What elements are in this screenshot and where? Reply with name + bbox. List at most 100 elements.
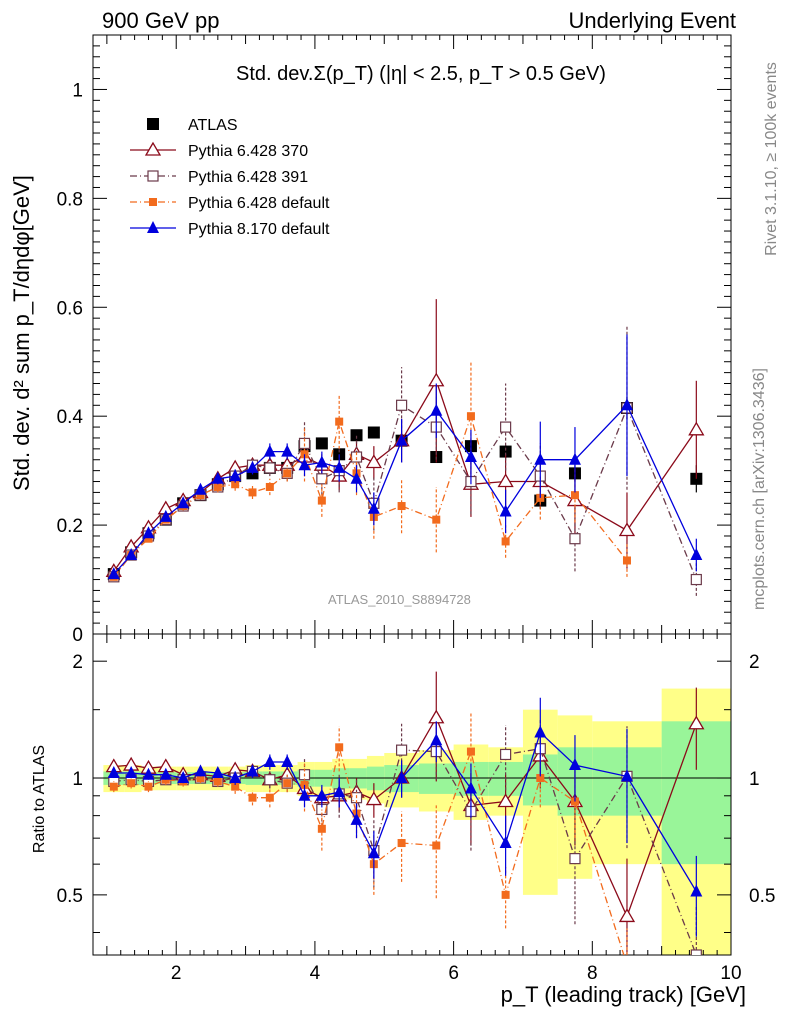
y-tick-label: 0.4 — [57, 407, 84, 428]
data-point-marker — [367, 501, 380, 514]
data-point-marker — [127, 779, 136, 788]
x-tick-label: 4 — [310, 963, 321, 984]
y-tick-label: 1 — [72, 769, 83, 790]
data-point-marker — [194, 482, 207, 495]
x-tick-label: 2 — [171, 963, 182, 984]
data-point-marker — [397, 839, 406, 848]
data-point-marker — [622, 556, 631, 565]
data-point-marker — [281, 444, 294, 457]
legend-label: Pythia 8.170 default — [188, 221, 330, 238]
data-point-marker — [264, 462, 276, 474]
data-point-marker — [464, 781, 477, 794]
data-point-marker — [534, 452, 547, 465]
data-point-marker — [283, 779, 292, 788]
y-tick-label-right: 1 — [749, 769, 760, 790]
ratio-series-3 — [107, 697, 703, 937]
data-point-marker — [125, 766, 138, 779]
data-point-marker — [333, 460, 346, 473]
data-point-marker — [350, 471, 363, 484]
data-point-marker — [466, 747, 475, 756]
data-point-marker — [618, 908, 636, 923]
data-point-marker — [500, 421, 512, 433]
legend-label: ATLAS — [188, 117, 238, 134]
data-point-marker — [142, 767, 155, 780]
legend-label: Pythia 6.428 370 — [188, 143, 308, 160]
data-point-marker — [618, 522, 636, 537]
data-point-marker — [395, 433, 408, 446]
data-point-marker — [196, 774, 205, 783]
data-point-marker — [246, 764, 259, 777]
data-point-marker — [298, 458, 311, 471]
data-point-marker — [144, 782, 153, 791]
data-point-marker — [196, 491, 205, 500]
data-point-marker — [144, 534, 153, 543]
data-point-marker — [147, 118, 159, 130]
header-observable-label: Underlying Event — [568, 8, 736, 33]
data-point-marker — [620, 398, 633, 411]
data-point-marker — [211, 766, 224, 779]
y-tick-label: 1 — [72, 80, 83, 101]
data-point-marker — [265, 482, 274, 491]
data-point-marker — [428, 709, 445, 724]
plot-title: Std. dev.Σ(p_T) (|η| < 2.5, p_T > 0.5 Ge… — [236, 63, 606, 85]
data-point-marker — [568, 758, 581, 771]
data-point-marker — [365, 454, 382, 469]
data-point-marker — [464, 450, 477, 463]
x-axis-label: p_T (leading track) [GeV] — [500, 982, 746, 1007]
data-point-marker — [248, 793, 257, 802]
data-point-marker — [317, 824, 326, 833]
data-point-marker — [688, 421, 705, 436]
data-point-marker — [536, 774, 545, 783]
data-point-marker — [367, 426, 380, 439]
series-line — [113, 404, 697, 580]
data-point-marker — [177, 771, 190, 784]
data-point-marker — [213, 482, 222, 491]
data-point-marker — [466, 412, 475, 421]
data-point-marker — [335, 417, 344, 426]
data-point-marker — [231, 480, 240, 489]
data-point-marker — [177, 496, 190, 509]
y-tick-label: 0.6 — [57, 298, 83, 319]
y-tick-label: 2 — [72, 652, 83, 673]
data-point-marker — [159, 767, 172, 780]
data-point-marker — [231, 782, 240, 791]
data-point-marker — [397, 502, 406, 511]
data-point-marker — [690, 573, 702, 586]
data-point-marker — [248, 488, 257, 497]
y-tick-label: 0.8 — [57, 189, 83, 210]
main-x-ticks — [106, 35, 732, 634]
data-point-marker — [211, 471, 224, 484]
data-point-marker — [570, 491, 579, 500]
ratio-x-ticks: 2 4 6 8 10 — [106, 634, 742, 984]
data-point-marker — [432, 515, 441, 524]
data-point-marker — [365, 791, 382, 806]
ratio-series-2 — [109, 713, 628, 955]
data-point-marker — [350, 429, 363, 442]
data-point-marker — [315, 788, 328, 801]
y-tick-label-right: 2 — [749, 652, 760, 673]
legend-label: Pythia 6.428 391 — [188, 169, 308, 186]
data-point-marker — [501, 890, 510, 899]
data-point-marker — [568, 452, 581, 465]
data-point-marker — [159, 509, 172, 522]
x-tick-label: 6 — [448, 963, 459, 984]
legend: ATLAS Pythia 6.428 370 Pythia 6.428 391 Pyt… — [130, 117, 330, 238]
data-point-marker — [497, 473, 514, 488]
data-point-marker — [430, 733, 443, 746]
data-point-marker — [194, 764, 207, 777]
data-point-marker — [367, 846, 380, 859]
main-series-2 — [108, 326, 702, 596]
data-point-marker — [395, 771, 408, 784]
analysis-tag: ATLAS_2010_S8894728 — [328, 592, 471, 607]
main-y-ticks: 0 0.2 0.4 0.6 0.8 1 — [57, 34, 731, 646]
data-point-marker — [147, 170, 159, 182]
legend-label: Pythia 6.428 default — [188, 195, 330, 212]
data-point-marker — [246, 460, 259, 473]
data-point-marker — [432, 841, 441, 850]
main-series-3 — [109, 361, 631, 581]
data-point-marker — [569, 533, 581, 545]
data-point-marker — [534, 725, 547, 738]
data-point-marker — [690, 949, 702, 955]
data-point-marker — [149, 198, 157, 206]
data-point-marker — [283, 469, 292, 478]
